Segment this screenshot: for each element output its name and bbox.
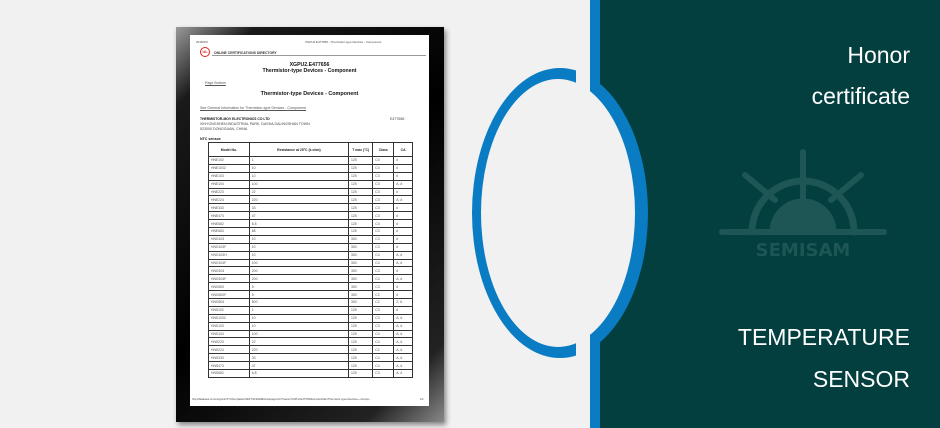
table-row: HNG504 500 300 C2 Z, #: [208, 298, 413, 307]
table-row: HNE473 47 125 C3 #: [208, 211, 413, 221]
ul-logo-icon: UL: [200, 47, 210, 57]
footer-page: 1/2: [420, 398, 424, 401]
table-cell: 125: [348, 369, 374, 378]
table-row: HNS682 6.8 125 C3 A, #: [208, 369, 413, 378]
doc-tab-title: XGPU2.E477656 - Thermistor-type Devices …: [305, 40, 382, 44]
header-rule: [212, 55, 426, 56]
teal-panel: [600, 0, 940, 428]
ntc-label: NTC sensor:: [200, 137, 222, 141]
address-line-2: 523000 DONGGUAN, CHINA: [200, 127, 248, 131]
logo-text: SEMISAM: [756, 240, 851, 261]
address-line-1: XINYONGSHEN INDUSTRIAL PARK, DASHA DALIN…: [200, 122, 310, 126]
table-row: HNE683 68 125 C3 #: [208, 227, 413, 236]
doc-date: 2018/2/9: [196, 40, 208, 44]
section-title: Thermistor-type Devices - Component: [260, 91, 359, 97]
file-number: E477656: [390, 117, 405, 121]
table-row: HNE1032 10 125 C4 #: [208, 163, 413, 173]
table-cell: A, #: [393, 369, 413, 378]
column-header: Class: [372, 142, 395, 157]
column-header: T max (°C): [348, 142, 374, 157]
table-cell: C3: [372, 369, 395, 378]
product-line-1: TEMPERATURE: [737, 324, 910, 350]
company-name: THERMISTOR-MOV ELECTRONICS CO LTD: [200, 117, 270, 121]
curve-cutout: [481, 79, 635, 347]
doc-code: XGPU2.E477656: [289, 62, 330, 68]
column-header: CA: [393, 142, 413, 157]
page-bottom-link[interactable]: Page Bottom: [205, 81, 226, 85]
directory-label: ONLINE CERTIFICATIONS DIRECTORY: [214, 51, 277, 55]
product-line-2: SENSOR: [812, 366, 910, 392]
heading-line-2: certificate: [811, 83, 910, 109]
footer-url: http://database.ul.com/cgi-bin/XYV/templ…: [192, 398, 372, 401]
heading-line-1: Honor: [847, 42, 910, 68]
ntc-table: Model No. Resistance at 25°C (k ohm) T max…: [208, 142, 413, 378]
semisam-logo-icon: [719, 149, 887, 236]
doc-title: Thermistor-type Devices - Component: [262, 68, 357, 74]
general-info-link[interactable]: See General Information for Thermistor-t…: [200, 106, 306, 110]
certificate-page: 2018/2/9 XGPU2.E477656 - Thermistor-type…: [190, 35, 429, 406]
